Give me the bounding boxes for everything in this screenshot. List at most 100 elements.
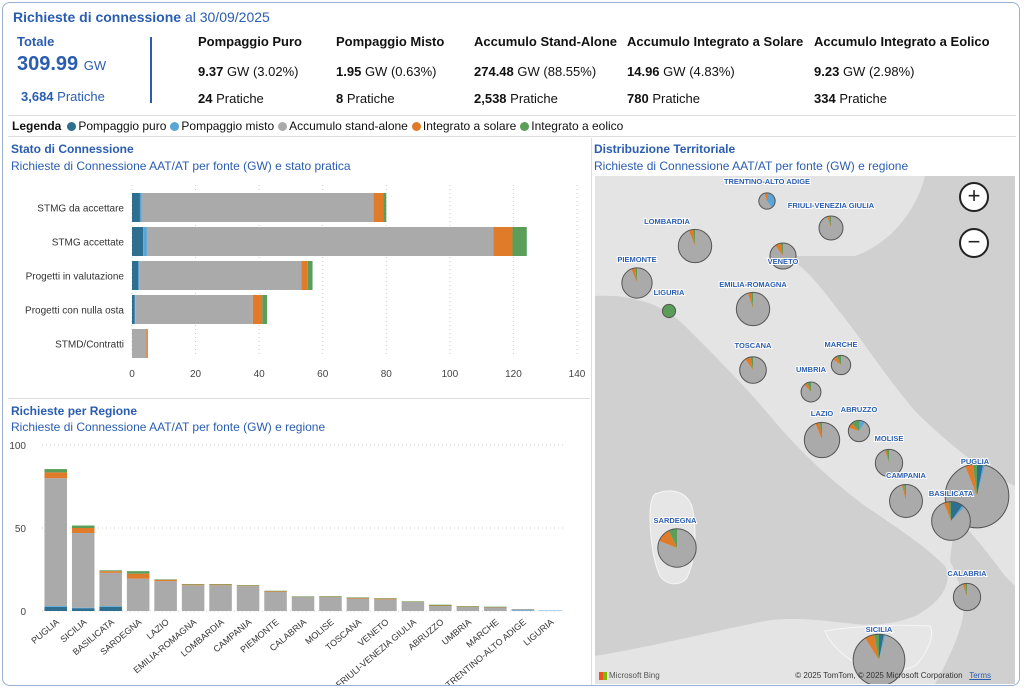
- bar-segment[interactable]: [319, 596, 342, 611]
- legend-item[interactable]: Integrato a eolico: [520, 119, 623, 133]
- bar-segment[interactable]: [262, 295, 268, 324]
- map-pie-marker[interactable]: [661, 303, 677, 319]
- map-pie-marker[interactable]: [677, 228, 713, 264]
- map-pie-marker[interactable]: [830, 354, 852, 376]
- bar-segment[interactable]: [181, 584, 205, 585]
- bar-segment[interactable]: [181, 584, 205, 586]
- bar-segment[interactable]: [291, 596, 315, 611]
- zoom-in-button[interactable]: +: [959, 182, 989, 212]
- bar-segment[interactable]: [99, 606, 122, 607]
- bar-segment[interactable]: [264, 591, 287, 592]
- bar-segment[interactable]: [383, 193, 387, 222]
- bar-segment[interactable]: [71, 607, 95, 609]
- bar-segment[interactable]: [44, 606, 68, 607]
- zoom-out-button[interactable]: −: [959, 228, 989, 258]
- bar-segment[interactable]: [346, 597, 370, 598]
- map-pie-marker[interactable]: [735, 291, 771, 327]
- bar-segment[interactable]: [139, 261, 302, 290]
- bar-segment[interactable]: [374, 598, 397, 599]
- map-pie-marker[interactable]: [847, 419, 871, 443]
- bar-segment[interactable]: [429, 606, 452, 611]
- bar-segment[interactable]: [319, 596, 342, 597]
- bar-segment[interactable]: [99, 571, 122, 573]
- bar-segment[interactable]: [132, 193, 140, 222]
- bar-segment[interactable]: [154, 579, 177, 582]
- bar-segment[interactable]: [44, 469, 68, 473]
- bar-segment[interactable]: [319, 596, 342, 598]
- map-pie-marker[interactable]: [739, 356, 767, 384]
- bar-segment[interactable]: [99, 570, 122, 572]
- bar-segment[interactable]: [484, 606, 507, 608]
- bar-segment[interactable]: [132, 227, 144, 256]
- bar-segment[interactable]: [291, 596, 315, 597]
- map-pie-marker[interactable]: [874, 448, 904, 478]
- legend-item[interactable]: Accumulo stand-alone: [278, 119, 408, 133]
- map-pie-marker[interactable]: [803, 421, 841, 459]
- bar-segment[interactable]: [71, 528, 95, 533]
- bar-segment[interactable]: [511, 609, 535, 611]
- map-pie-marker[interactable]: [621, 267, 653, 299]
- bar-segment[interactable]: [147, 329, 148, 358]
- legend-item[interactable]: Pompaggio puro: [67, 119, 166, 133]
- bar-segment[interactable]: [71, 525, 95, 528]
- bar-segment[interactable]: [307, 261, 313, 290]
- bar-segment[interactable]: [264, 590, 287, 592]
- bar-segment[interactable]: [126, 573, 150, 579]
- bar-segment[interactable]: [301, 261, 308, 290]
- bar-segment[interactable]: [236, 585, 260, 586]
- bar-segment[interactable]: [456, 606, 480, 608]
- map-pie-marker[interactable]: [769, 242, 797, 270]
- bar-segment[interactable]: [126, 571, 150, 574]
- map-pie-marker[interactable]: [889, 484, 923, 518]
- bar-segment[interactable]: [429, 605, 452, 607]
- bar-segment[interactable]: [71, 608, 95, 611]
- bar-segment[interactable]: [401, 601, 425, 602]
- map-pie-marker[interactable]: [800, 381, 822, 403]
- map-pie-marker[interactable]: [852, 633, 906, 684]
- bar-segment[interactable]: [146, 329, 148, 358]
- bar-segment[interactable]: [512, 227, 527, 256]
- bar-segment[interactable]: [374, 599, 397, 611]
- bar-segment[interactable]: [484, 607, 507, 611]
- bar-segment[interactable]: [209, 584, 232, 586]
- bar-segment[interactable]: [511, 610, 535, 611]
- bar-segment[interactable]: [44, 606, 68, 611]
- bar-segment[interactable]: [252, 295, 263, 324]
- bar-segment[interactable]: [264, 591, 287, 611]
- bar-segment[interactable]: [374, 598, 397, 600]
- bar-segment[interactable]: [141, 193, 374, 222]
- bar-segment[interactable]: [346, 597, 370, 599]
- map-terms-link[interactable]: Terms: [969, 671, 991, 680]
- bar-segment[interactable]: [135, 295, 253, 324]
- map-view[interactable]: TRENTINO-ALTO ADIGE LOMBARDIA FRIULI-VENEZ…: [595, 176, 1015, 684]
- bar-segment[interactable]: [139, 193, 142, 222]
- bar-segment[interactable]: [99, 572, 122, 607]
- bar-segment[interactable]: [44, 472, 68, 479]
- legend-item[interactable]: Pompaggio misto: [170, 119, 274, 133]
- bar-segment[interactable]: [493, 227, 513, 256]
- bar-segment[interactable]: [401, 601, 425, 611]
- bar-segment[interactable]: [209, 584, 232, 585]
- bar-segment[interactable]: [236, 585, 260, 587]
- bar-segment[interactable]: [132, 329, 147, 358]
- bar-segment[interactable]: [209, 585, 232, 611]
- bar-segment[interactable]: [484, 607, 507, 608]
- map-pie-marker[interactable]: [952, 582, 982, 612]
- bar-segment[interactable]: [146, 227, 494, 256]
- bar-segment[interactable]: [134, 295, 136, 324]
- bar-segment[interactable]: [99, 606, 122, 611]
- map-pie-marker[interactable]: [758, 192, 776, 210]
- map-pie-marker[interactable]: [931, 501, 971, 541]
- bar-segment[interactable]: [181, 585, 205, 611]
- bar-segment[interactable]: [126, 578, 150, 611]
- bar-segment[interactable]: [71, 532, 95, 608]
- bar-segment[interactable]: [456, 606, 480, 611]
- map-pie-marker[interactable]: [657, 528, 697, 568]
- bar-segment[interactable]: [138, 261, 140, 290]
- legend-item[interactable]: Integrato a solare: [411, 119, 516, 133]
- bar-segment[interactable]: [154, 581, 177, 611]
- bar-segment[interactable]: [373, 193, 384, 222]
- bar-segment[interactable]: [132, 295, 135, 324]
- bar-segment[interactable]: [154, 579, 177, 580]
- bar-segment[interactable]: [143, 227, 147, 256]
